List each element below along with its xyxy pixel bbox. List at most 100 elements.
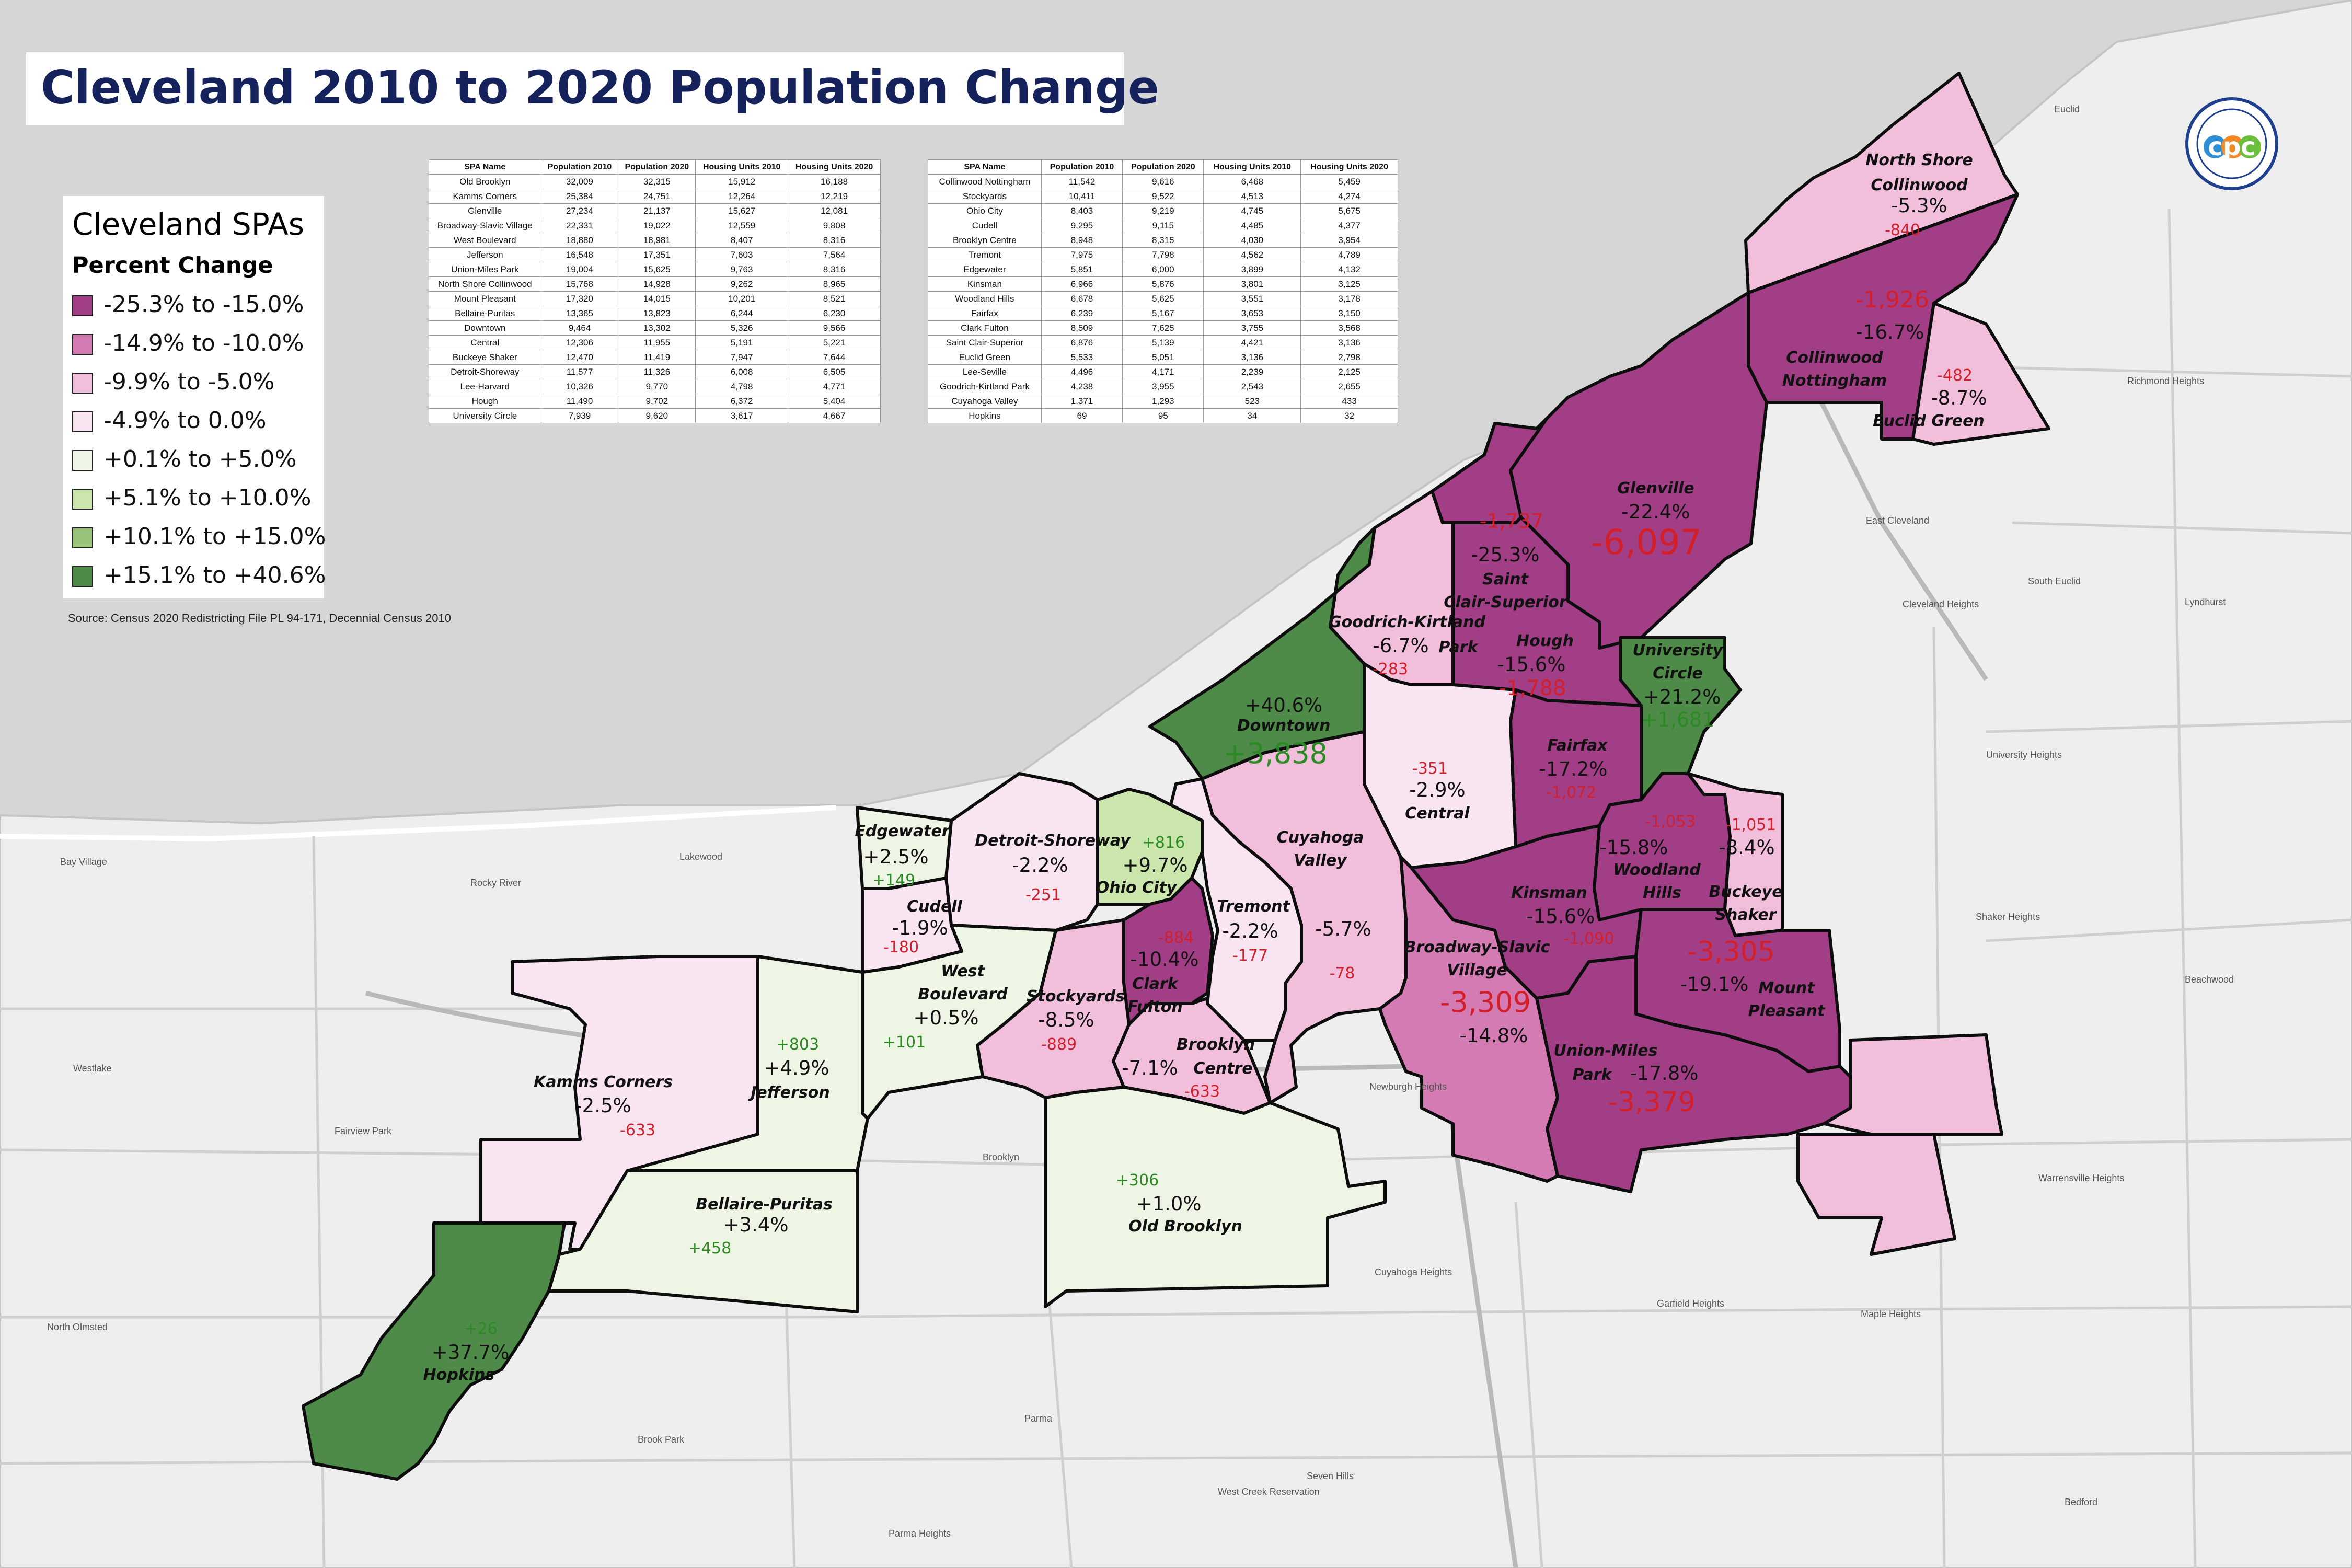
table-cell: 6,000 bbox=[1122, 262, 1204, 277]
place-cleveland-heights: Cleveland Heights bbox=[1903, 599, 1979, 609]
table-cell: 32,009 bbox=[540, 174, 619, 189]
table-cell: West Boulevard bbox=[429, 233, 541, 248]
table-cell: Hopkins bbox=[928, 408, 1042, 423]
legend-swatch bbox=[72, 334, 93, 355]
place-university-heights: University Heights bbox=[1986, 750, 2062, 760]
spa-north-shore-collinwood[interactable] bbox=[1744, 72, 2019, 294]
legend-swatch bbox=[72, 450, 93, 471]
jefferson-name: Jefferson bbox=[748, 1083, 829, 1102]
table-row: North Shore Collinwood 15,768 14,928 9,262 8… bbox=[429, 276, 881, 292]
place-north-olmsted: North Olmsted bbox=[47, 1322, 108, 1332]
west-boulevard-name2: Boulevard bbox=[918, 985, 1008, 1004]
spa-euclid-green[interactable] bbox=[1911, 302, 2050, 446]
clark-fulton-chg: -884 bbox=[1158, 929, 1194, 947]
table-cell: Euclid Green bbox=[928, 350, 1042, 365]
table-cell: 7,798 bbox=[1122, 247, 1204, 262]
spa-old-brooklyn[interactable] bbox=[1044, 1086, 1387, 1308]
legend-item-label: -4.9% to 0.0% bbox=[103, 407, 267, 434]
table-cell: 16,548 bbox=[540, 247, 619, 262]
table-cell: 10,411 bbox=[1041, 189, 1123, 204]
woodland-hills-chg: -1,053 bbox=[1645, 813, 1696, 831]
woodland-hills-name2: Hills bbox=[1643, 884, 1681, 902]
university-circle-pct: +21.2% bbox=[1643, 686, 1721, 708]
place-shaker-heights: Shaker Heights bbox=[1976, 912, 2040, 922]
university-circle-name2: Circle bbox=[1653, 664, 1703, 683]
spa-jefferson[interactable] bbox=[626, 955, 869, 1172]
table-cell: Buckeye Shaker bbox=[429, 350, 541, 365]
spa-ohio-city[interactable] bbox=[1096, 788, 1204, 906]
table-cell: 11,577 bbox=[540, 364, 619, 379]
table-cell: 2,543 bbox=[1203, 379, 1301, 394]
brooklyn-centre-pct: -7.1% bbox=[1122, 1057, 1178, 1079]
table-cell: 8,965 bbox=[788, 276, 881, 292]
table-row: Fairfax 6,239 5,167 3,653 3,150 bbox=[928, 306, 1398, 321]
legend-subtitle: Percent Change bbox=[72, 252, 273, 279]
table-cell: 4,771 bbox=[788, 379, 881, 394]
bellaire-puritas-pct: +3.4% bbox=[723, 1214, 788, 1236]
saint-clair-superior-chg: -1,737 bbox=[1480, 510, 1544, 533]
table-cell: Fairfax bbox=[928, 306, 1042, 321]
legend-swatch bbox=[72, 566, 93, 587]
table-row: Cuyahoga Valley 1,371 1,293 523 433 bbox=[928, 394, 1398, 409]
spa-lee-seville[interactable] bbox=[1796, 1133, 1956, 1256]
legend-item: -25.3% to -15.0% bbox=[72, 291, 318, 320]
table-cell: 5,675 bbox=[1300, 203, 1398, 218]
table-row: Collinwood Nottingham 11,542 9,616 6,468 5,4… bbox=[928, 174, 1398, 189]
table-cell: 4,798 bbox=[695, 379, 789, 394]
west-boulevard-chg: +101 bbox=[883, 1033, 926, 1052]
fairfax-pct: -17.2% bbox=[1539, 758, 1608, 780]
table-cell: 25,384 bbox=[540, 189, 619, 204]
table-row: Mount Pleasant 17,320 14,015 10,201 8,521 bbox=[429, 291, 881, 306]
table-cell: 69 bbox=[1041, 408, 1123, 423]
legend-item: +10.1% to +15.0% bbox=[72, 523, 326, 552]
table-cell: 3,801 bbox=[1203, 276, 1301, 292]
table-cell: 12,559 bbox=[695, 218, 789, 233]
table-cell: 8,403 bbox=[1041, 203, 1123, 218]
place-lyndhurst: Lyndhurst bbox=[2185, 597, 2226, 607]
spa-hopkins[interactable] bbox=[302, 1221, 566, 1481]
downtown-chg: +3,838 bbox=[1223, 737, 1328, 770]
table-cell: 8,521 bbox=[788, 291, 881, 306]
buckeye-shaker-chg: -1,051 bbox=[1726, 816, 1777, 834]
table-cell: 7,625 bbox=[1122, 320, 1204, 336]
edgewater-name: Edgewater bbox=[855, 822, 950, 840]
table-cell: 6,244 bbox=[695, 306, 789, 321]
table-row: Saint Clair-Superior 6,876 5,139 4,421 3,136 bbox=[928, 335, 1398, 350]
table-cell: 17,351 bbox=[618, 247, 696, 262]
table-cell: 9,620 bbox=[618, 408, 696, 423]
tremont-name: Tremont bbox=[1217, 897, 1291, 916]
table-row: Clark Fulton 8,509 7,625 3,755 3,568 bbox=[928, 320, 1398, 336]
table-cell: Cuyahoga Valley bbox=[928, 394, 1042, 409]
table-cell: 6,230 bbox=[788, 306, 881, 321]
spa-lee-harvard[interactable] bbox=[1823, 1033, 2003, 1136]
table-cell: 3,955 bbox=[1122, 379, 1204, 394]
saint-clair-superior-pct: -25.3% bbox=[1471, 544, 1540, 566]
table-cell: 1,371 bbox=[1041, 394, 1123, 409]
table-cell: Saint Clair-Superior bbox=[928, 335, 1042, 350]
table-cell: Cudell bbox=[928, 218, 1042, 233]
euclid-green-chg: -482 bbox=[1937, 366, 1973, 385]
north-shore-collinwood-pct: -5.3% bbox=[1891, 194, 1947, 217]
legend-swatch bbox=[72, 489, 93, 510]
table-row: University Circle 7,939 9,620 3,617 4,667 bbox=[429, 408, 881, 423]
table-cell: 3,653 bbox=[1203, 306, 1301, 321]
kinsman-name: Kinsman bbox=[1511, 884, 1587, 902]
buckeye-shaker-pct: -8.4% bbox=[1719, 836, 1774, 859]
table-cell: 7,947 bbox=[695, 350, 789, 365]
table-cell: 5,404 bbox=[788, 394, 881, 409]
table-cell: 5,139 bbox=[1122, 335, 1204, 350]
table-cell: Glenville bbox=[429, 203, 541, 218]
old-brooklyn-chg: +306 bbox=[1116, 1171, 1159, 1190]
table-row: Stockyards 10,411 9,522 4,513 4,274 bbox=[928, 189, 1398, 204]
north-shore-collinwood-name: North Shore bbox=[1865, 151, 1973, 169]
union-miles-park-name2: Park bbox=[1572, 1066, 1612, 1084]
table-cell: 3,899 bbox=[1203, 262, 1301, 277]
ohio-city-chg: +816 bbox=[1142, 834, 1185, 852]
table-cell: 11,326 bbox=[618, 364, 696, 379]
place-brooklyn: Brooklyn bbox=[983, 1152, 1019, 1162]
table-row: Jefferson 16,548 17,351 7,603 7,564 bbox=[429, 247, 881, 262]
table-cell: Goodrich-Kirtland Park bbox=[928, 379, 1042, 394]
table-cell: 5,051 bbox=[1122, 350, 1204, 365]
euclid-green-pct: -8.7% bbox=[1931, 387, 1987, 409]
table-cell: 3,178 bbox=[1300, 291, 1398, 306]
